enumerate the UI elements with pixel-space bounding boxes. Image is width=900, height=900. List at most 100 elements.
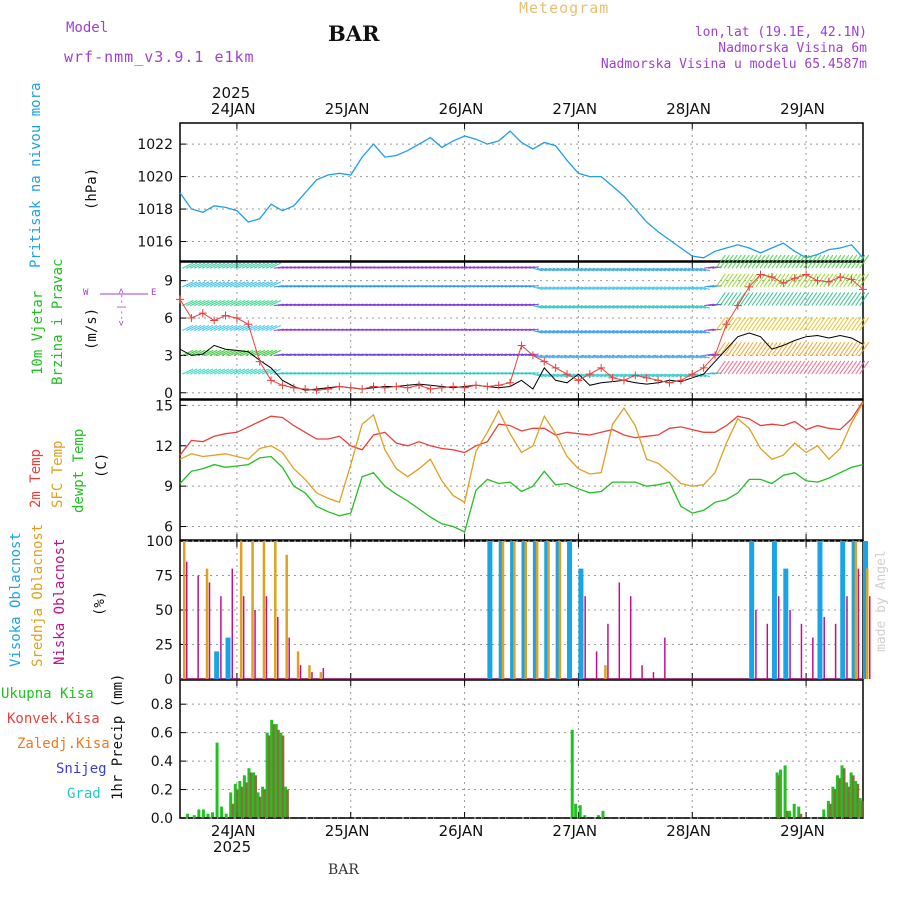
wind-barb: [719, 292, 730, 306]
gust-marker: [301, 385, 310, 394]
wind-barb: [473, 266, 484, 269]
wind-barb: [345, 353, 356, 356]
wind-barb: [715, 341, 726, 356]
wind-barb: [237, 300, 250, 307]
wind-barb: [413, 372, 424, 375]
wind-barb: [688, 305, 699, 309]
wind-barb: [301, 372, 312, 375]
wind-barb: [413, 328, 424, 332]
wind-barb: [449, 372, 460, 375]
gust-marker: [392, 382, 401, 391]
wind-barb: [409, 353, 420, 356]
wind-barb: [620, 286, 631, 291]
wind-barb: [799, 292, 810, 306]
wind-barb: [293, 284, 304, 288]
wind-barb: [209, 349, 222, 356]
low-cloud-bar: [641, 665, 643, 679]
wind-barb: [213, 262, 226, 269]
wind-barb: [652, 267, 663, 272]
wind-barb: [739, 273, 750, 288]
wind-barb: [704, 284, 715, 288]
wind-barb: [345, 328, 356, 332]
wind-barb: [751, 317, 762, 331]
wind-barb: [197, 368, 210, 375]
total-precip-bar: [601, 810, 605, 818]
wind-barb: [620, 373, 631, 378]
wind-barb: [572, 354, 583, 359]
total-precip-bar: [858, 798, 862, 818]
wind-barb: [855, 292, 866, 306]
wind-barb: [743, 360, 754, 375]
wind-barb: [349, 353, 360, 356]
wind-barb: [457, 353, 468, 356]
total-precip-bar: [578, 805, 582, 818]
wind-barb: [449, 353, 460, 356]
wind-barb: [381, 353, 392, 356]
wind-barb: [257, 300, 270, 307]
wind-barb: [576, 329, 587, 334]
wind-barb: [217, 324, 230, 331]
total-precip-bar: [185, 813, 189, 818]
wind-barb: [668, 305, 679, 309]
wind-barb: [197, 262, 210, 269]
wind-barb: [401, 353, 412, 356]
wind-barb: [680, 354, 691, 359]
wind-barb: [843, 341, 854, 356]
wind-barb: [624, 354, 635, 359]
wind-barb: [580, 329, 591, 334]
wind-barb: [257, 368, 270, 375]
total-precip-bar: [849, 772, 853, 818]
wind-barb: [684, 267, 695, 272]
y-tick-label: 9: [164, 274, 173, 290]
gust-marker: [176, 295, 184, 304]
wind-barb: [731, 360, 742, 375]
wind-barb: [393, 266, 404, 269]
wind-barb: [237, 262, 250, 269]
wind-barb: [457, 266, 468, 269]
wind-barb: [193, 281, 206, 288]
wind-barb: [221, 262, 234, 269]
wind-barb: [644, 373, 655, 378]
total-precip-bar: [261, 786, 265, 818]
wind-barb: [488, 284, 500, 288]
wind-barb: [616, 329, 627, 334]
wind-barb: [325, 266, 336, 269]
wind-barb: [532, 373, 543, 378]
wind-barb: [425, 328, 436, 332]
convective-precip-bar: [240, 786, 244, 818]
wind-barb: [405, 303, 416, 307]
wind-barb: [584, 305, 595, 309]
wind-barb: [779, 254, 790, 269]
wind-barb: [297, 266, 308, 269]
mid-cloud-bar: [239, 541, 243, 679]
wind-barb: [544, 305, 555, 309]
wind-barb: [465, 328, 476, 332]
wind-barb: [186, 349, 198, 356]
low-cloud-bar: [629, 596, 632, 679]
total-precip-bar: [596, 815, 600, 818]
wind-barb: [660, 329, 671, 334]
gust-marker: [699, 363, 708, 372]
wind-barb: [660, 373, 671, 378]
wind-barb: [779, 360, 790, 375]
wind-barb: [723, 273, 734, 288]
wind-barb: [552, 267, 563, 272]
wind-barb: [186, 368, 198, 375]
wind-barb: [536, 329, 547, 334]
wind-barb: [704, 303, 715, 307]
wind-barb: [859, 292, 870, 306]
wind-barb: [791, 273, 802, 288]
wind-barb: [345, 303, 356, 307]
wind-barb: [186, 324, 198, 331]
wind-barb: [417, 266, 428, 269]
cloud-label-low: Niska Oblacnost: [52, 538, 68, 665]
wind-barb: [576, 286, 587, 291]
wind-barb: [560, 267, 571, 272]
wind-barb: [441, 266, 452, 269]
wind-barb: [369, 372, 380, 375]
wind-barb: [461, 284, 472, 288]
bottom-date-label: 27JAN: [552, 822, 598, 840]
wind-barb: [600, 267, 611, 272]
wind-barb: [477, 372, 488, 375]
wind-barb: [608, 329, 619, 334]
